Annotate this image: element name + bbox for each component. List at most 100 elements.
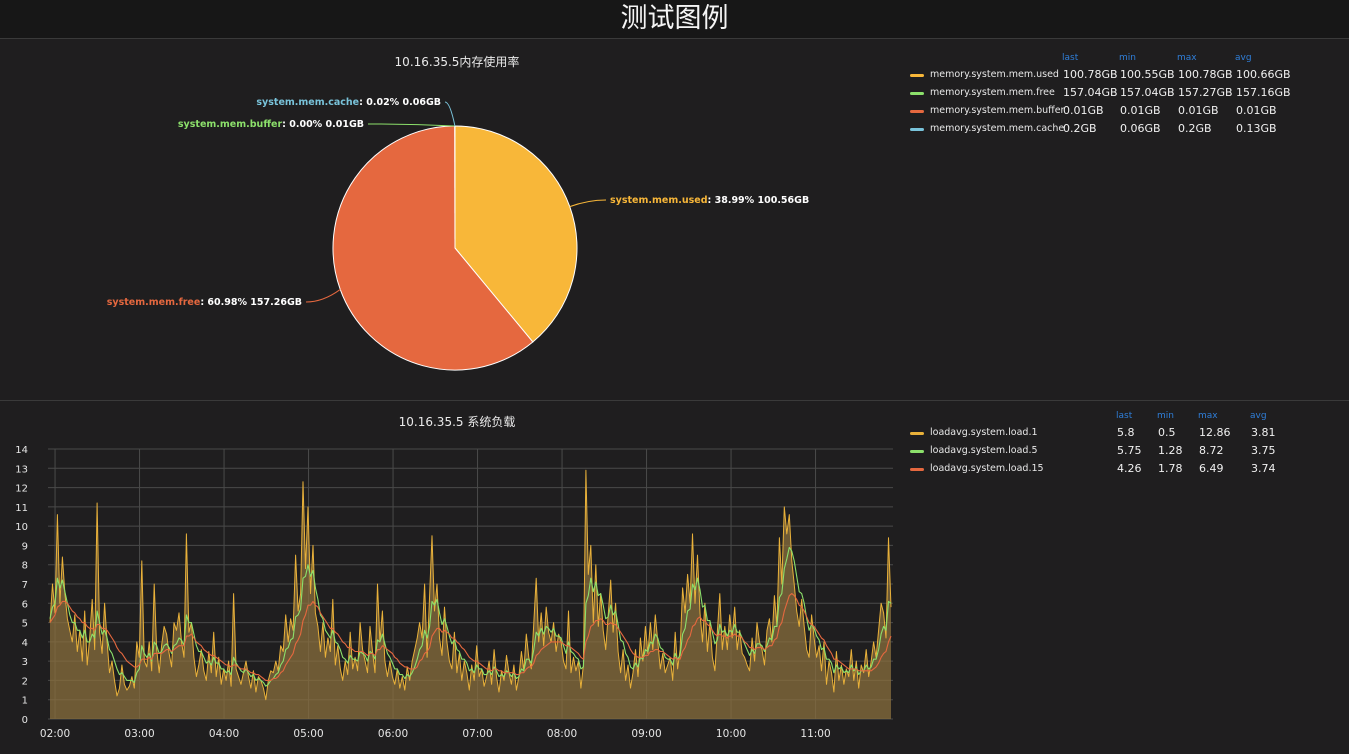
pie-label-name: system.mem.buffer xyxy=(178,119,283,130)
legend-item-loadavg-system-load-15[interactable]: loadavg.system.load.15 xyxy=(930,463,1044,474)
memory-pie-chart: system.mem.used: 38.99% 100.56GBsystem.m… xyxy=(107,97,809,371)
legend-last-value: 5.8 xyxy=(1117,426,1135,439)
pie-label-value: : 60.98% 157.26GB xyxy=(200,297,302,308)
pie-label-system-mem-used: system.mem.used: 38.99% 100.56GB xyxy=(610,195,809,206)
legend-header-last: last xyxy=(1116,411,1133,421)
y-tick-label: 1 xyxy=(22,696,28,707)
legend-avg-value: 0.13GB xyxy=(1236,122,1277,135)
x-tick-label: 05:00 xyxy=(293,728,323,740)
legend-header-last: last xyxy=(1062,53,1079,63)
pie-label-name: system.mem.free xyxy=(107,297,201,308)
legend-avg-value: 3.74 xyxy=(1251,462,1276,475)
legend-swatch xyxy=(910,432,924,435)
y-tick-label: 2 xyxy=(22,676,28,687)
legend-last-value: 4.26 xyxy=(1117,462,1142,475)
pie-label-value: : 0.02% 0.06GB xyxy=(359,97,441,108)
legend-max-value: 12.86 xyxy=(1199,426,1231,439)
x-tick-label: 03:00 xyxy=(124,728,154,740)
legend-header-avg: avg xyxy=(1235,53,1252,63)
y-tick-label: 13 xyxy=(15,464,28,475)
legend-header-max: max xyxy=(1177,53,1197,63)
x-tick-label: 09:00 xyxy=(631,728,661,740)
legend-item-memory-system-mem-buffer[interactable]: memory.system.mem.buffer xyxy=(930,105,1065,116)
legend-avg-value: 100.66GB xyxy=(1236,68,1291,81)
x-tick-label: 06:00 xyxy=(378,728,408,740)
pie-label-system-mem-cache: system.mem.cache: 0.02% 0.06GB xyxy=(256,97,441,108)
legend-item-loadavg-system-load-5[interactable]: loadavg.system.load.5 xyxy=(930,445,1038,456)
legend-last-value: 100.78GB xyxy=(1063,68,1118,81)
pie-connector xyxy=(305,289,341,303)
pie-label-value: : 0.00% 0.01GB xyxy=(282,119,364,130)
y-tick-label: 10 xyxy=(15,522,28,533)
pie-label-name: system.mem.used xyxy=(610,195,708,206)
y-tick-label: 12 xyxy=(15,484,28,495)
legend-last-value: 5.75 xyxy=(1117,444,1142,457)
legend-avg-value: 3.75 xyxy=(1251,444,1276,457)
load-panel: 10.16.35.5 系统负载 0 1 2 3 4 5 6 7 8 9 10 11 12 13 14 02:0… xyxy=(0,401,1349,754)
pie-label-value: : 38.99% 100.56GB xyxy=(708,195,810,206)
y-tick-label: 9 xyxy=(22,541,28,552)
legend-min-value: 1.28 xyxy=(1158,444,1183,457)
series-line-loadavg-system-load-1 xyxy=(49,469,892,701)
y-tick-label: 14 xyxy=(15,445,28,456)
legend-swatch xyxy=(910,74,924,77)
x-tick-label: 08:00 xyxy=(547,728,577,740)
legend-avg-value: 157.16GB xyxy=(1236,86,1291,99)
legend-swatch xyxy=(910,450,924,453)
legend-avg-value: 0.01GB xyxy=(1236,104,1277,117)
pie-connector xyxy=(367,123,455,127)
legend-min-value: 0.06GB xyxy=(1120,122,1161,135)
legend-min-value: 100.55GB xyxy=(1120,68,1175,81)
series-line-loadavg-system-load-5 xyxy=(49,546,892,687)
legend-min-value: 157.04GB xyxy=(1120,86,1175,99)
legend-max-value: 157.27GB xyxy=(1178,86,1233,99)
y-tick-label: 7 xyxy=(22,580,28,591)
x-tick-label: 10:00 xyxy=(716,728,746,740)
legend-max-value: 0.01GB xyxy=(1178,104,1219,117)
legend-max-value: 100.78GB xyxy=(1178,68,1233,81)
legend-min-value: 0.01GB xyxy=(1120,104,1161,117)
legend-header-min: min xyxy=(1119,53,1136,63)
pie-label-system-mem-buffer: system.mem.buffer: 0.00% 0.01GB xyxy=(178,119,364,130)
pie-label-system-mem-free: system.mem.free: 60.98% 157.26GB xyxy=(107,297,302,308)
legend-swatch xyxy=(910,110,924,113)
x-tick-label: 02:00 xyxy=(40,728,70,740)
memory-panel: 10.16.35.5内存使用率 system.mem.used: 38.99% … xyxy=(0,39,1349,401)
x-tick-label: 07:00 xyxy=(462,728,492,740)
legend-item-loadavg-system-load-1[interactable]: loadavg.system.load.1 xyxy=(930,427,1038,438)
legend-min-value: 1.78 xyxy=(1158,462,1183,475)
y-tick-label: 6 xyxy=(22,599,28,610)
pie-slice-system-mem-used xyxy=(454,125,578,343)
legend-last-value: 0.2GB xyxy=(1063,122,1097,135)
y-tick-label: 3 xyxy=(22,657,28,668)
pie-connector xyxy=(569,199,607,208)
legend-header-avg: avg xyxy=(1250,411,1267,421)
pie-connector xyxy=(444,101,456,127)
y-tick-label: 8 xyxy=(22,561,28,572)
legend-swatch xyxy=(910,468,924,471)
legend-avg-value: 3.81 xyxy=(1251,426,1276,439)
pie-label-name: system.mem.cache xyxy=(256,97,359,108)
x-tick-label: 11:00 xyxy=(800,728,830,740)
legend-max-value: 6.49 xyxy=(1199,462,1224,475)
legend-max-value: 8.72 xyxy=(1199,444,1224,457)
legend-swatch xyxy=(910,92,924,95)
series-line-loadavg-system-load-15 xyxy=(49,593,892,681)
y-tick-label: 5 xyxy=(22,619,28,630)
x-tick-label: 04:00 xyxy=(209,728,239,740)
legend-item-memory-system-mem-used[interactable]: memory.system.mem.used xyxy=(930,69,1059,80)
legend-swatch xyxy=(910,128,924,131)
pie-chart-title: 10.16.35.5内存使用率 xyxy=(394,55,520,69)
legend-last-value: 157.04GB xyxy=(1063,86,1118,99)
pie-slice-system-mem-free xyxy=(332,125,534,371)
legend-item-memory-system-mem-free[interactable]: memory.system.mem.free xyxy=(930,87,1055,98)
page-title: 测试图例 xyxy=(620,3,729,34)
legend-min-value: 0.5 xyxy=(1158,426,1176,439)
legend-max-value: 0.2GB xyxy=(1178,122,1212,135)
legend-item-memory-system-mem-cache[interactable]: memory.system.mem.cache xyxy=(930,123,1065,134)
legend-header-max: max xyxy=(1198,411,1218,421)
dashboard-header: 测试图例 xyxy=(0,0,1349,39)
y-tick-label: 4 xyxy=(22,638,28,649)
legend-last-value: 0.01GB xyxy=(1063,104,1104,117)
